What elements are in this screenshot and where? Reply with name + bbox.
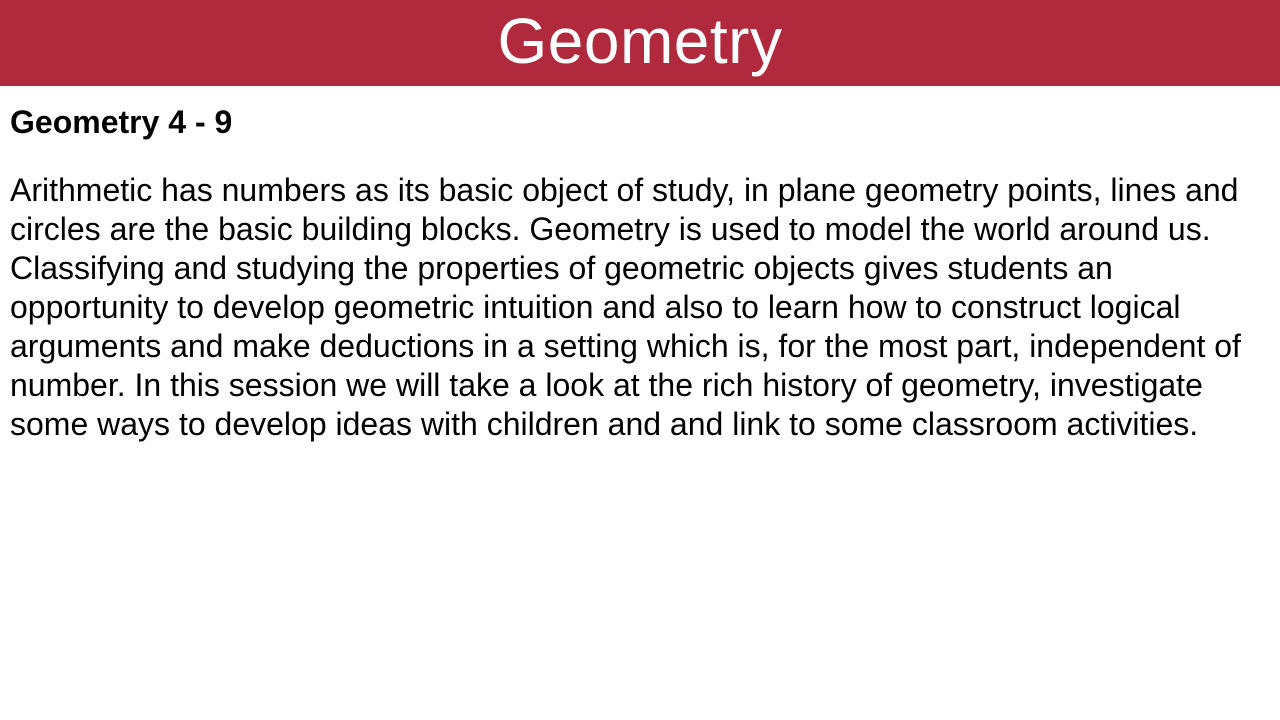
subtitle: Geometry 4 - 9 <box>10 104 1270 141</box>
banner-title: Geometry <box>0 4 1280 78</box>
title-banner: Geometry <box>0 0 1280 86</box>
content-area: Geometry 4 - 9 Arithmetic has numbers as… <box>0 86 1280 444</box>
body-paragraph: Arithmetic has numbers as its basic obje… <box>10 171 1270 444</box>
